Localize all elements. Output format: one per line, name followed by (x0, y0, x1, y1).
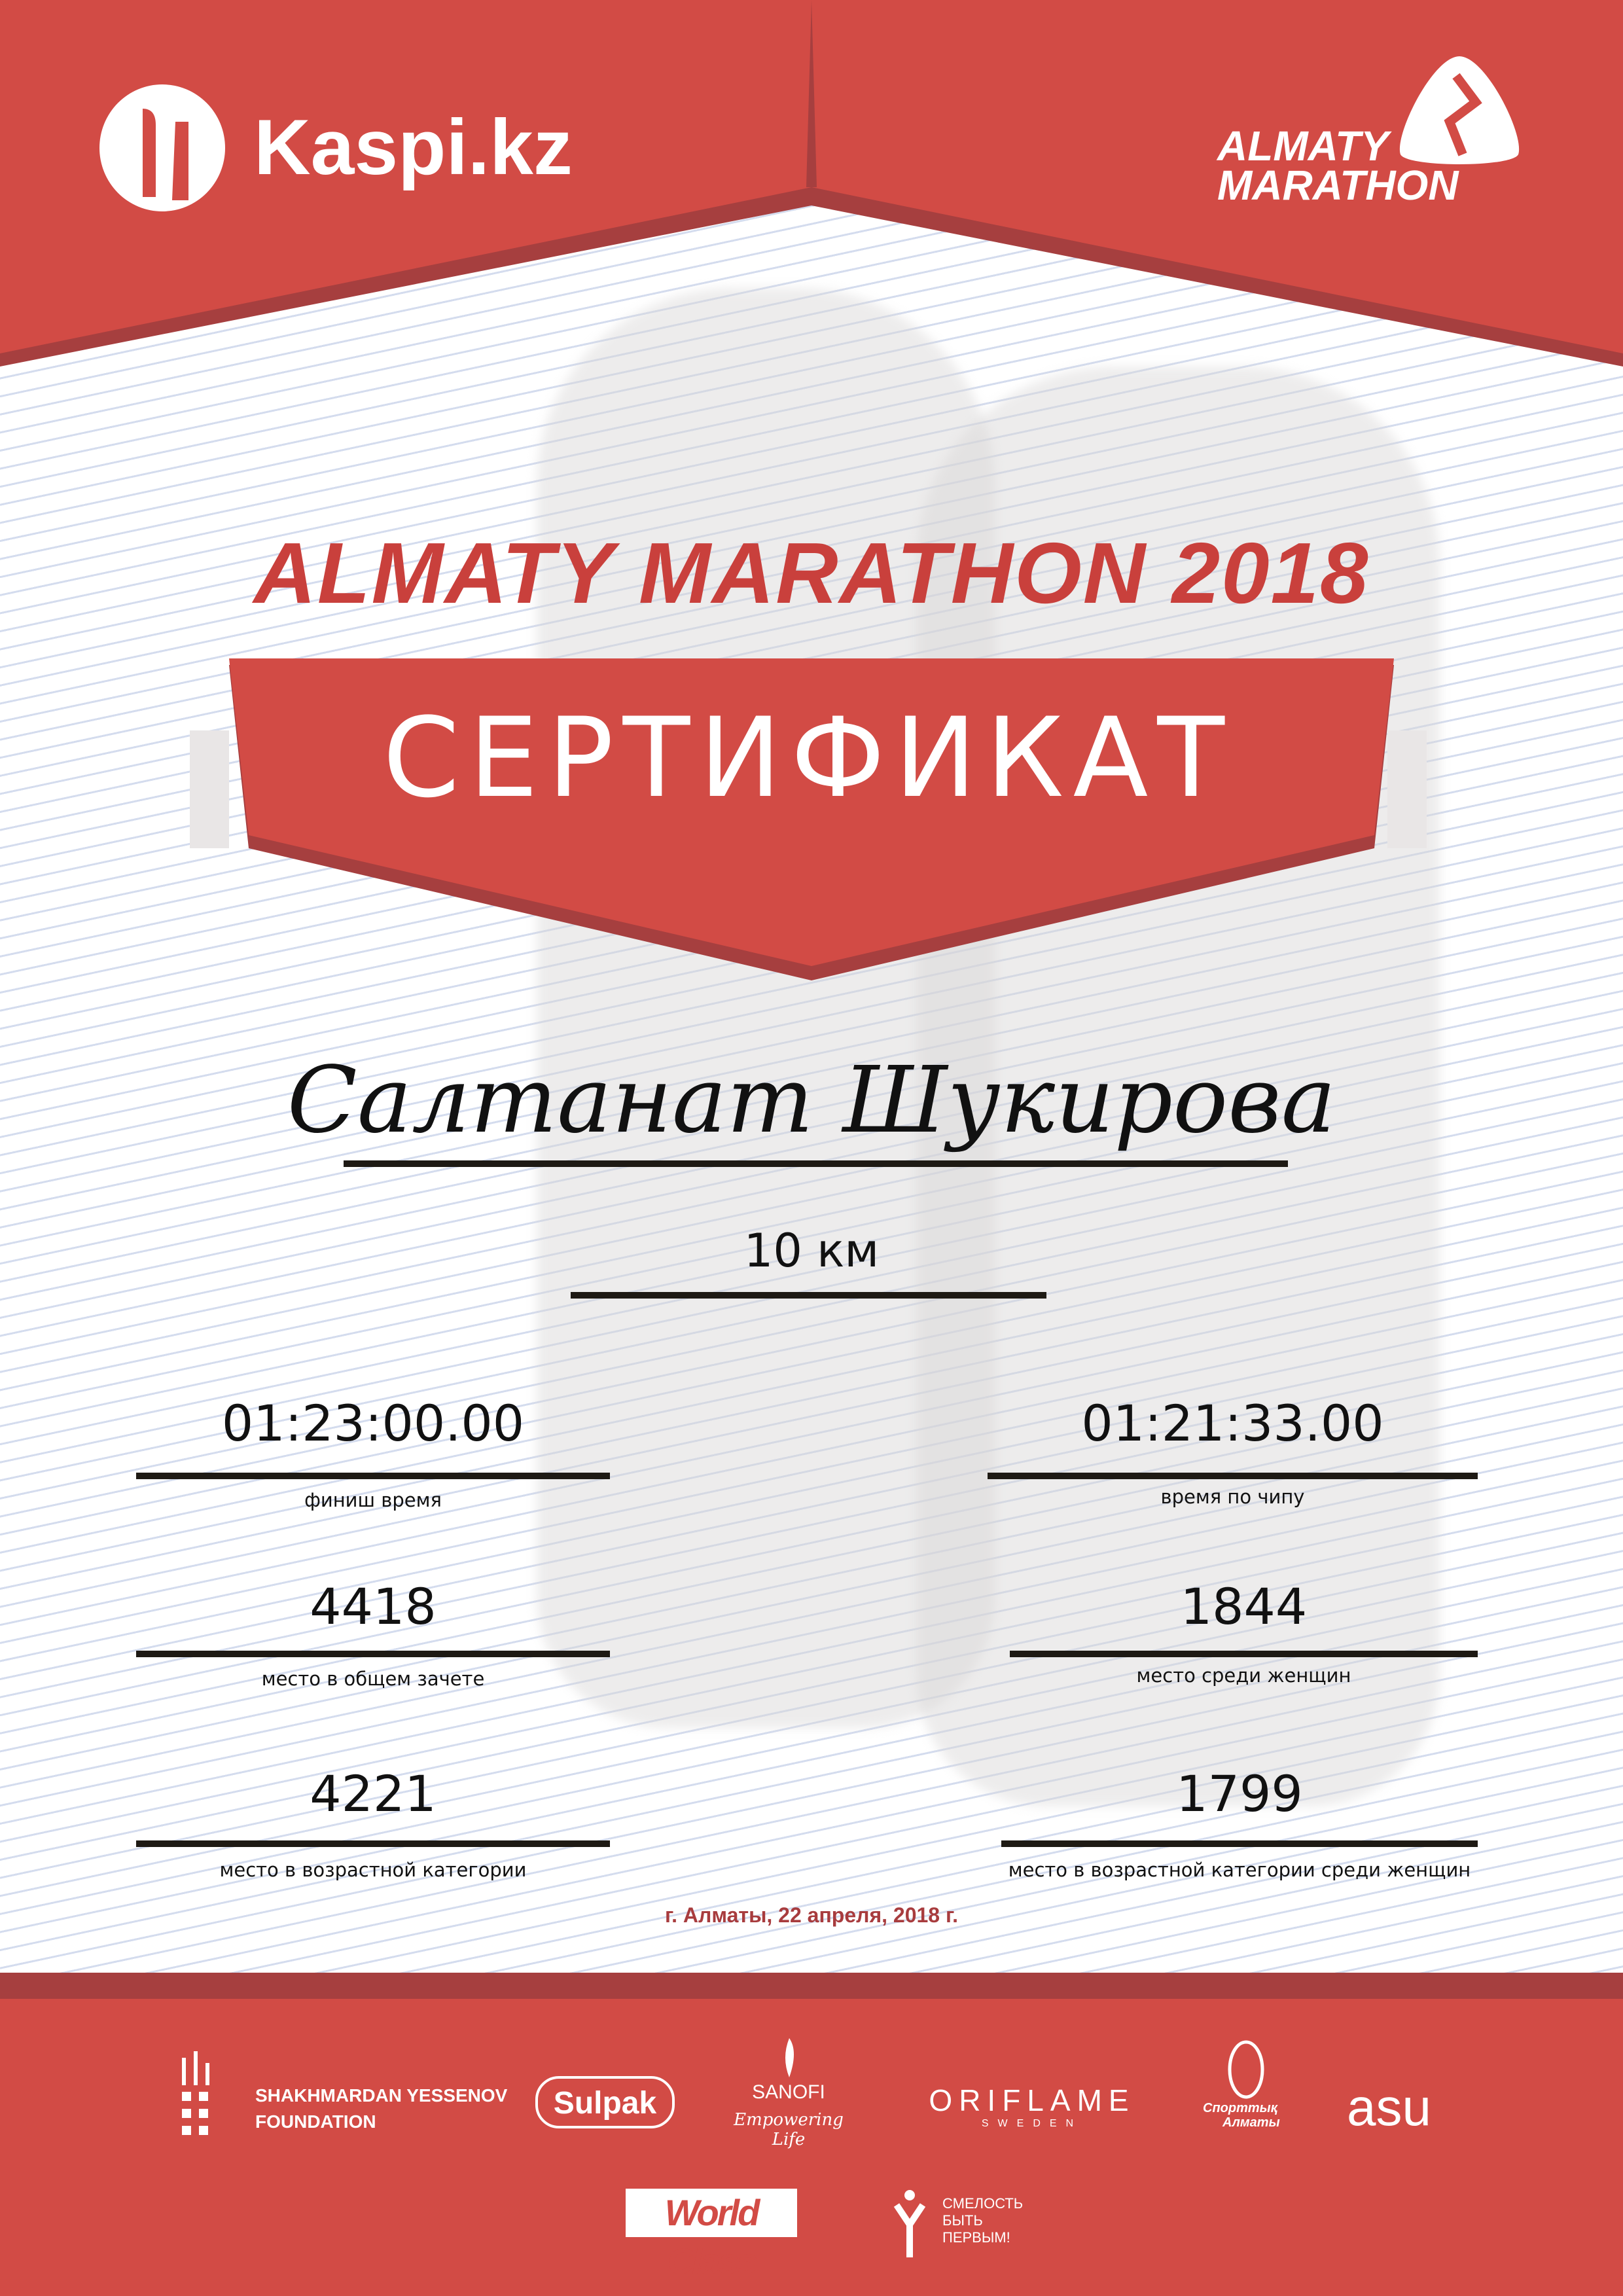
sport-almaty-icon (1228, 2040, 1264, 2099)
sulpak-logo: Sulpak (535, 2076, 675, 2128)
overall-place-line (136, 1651, 610, 1657)
name-underline (344, 1160, 1288, 1167)
sport-almaty-line1: Спорттық (1203, 2101, 1277, 2115)
yessenov-icon (182, 2051, 209, 2135)
age-place-label: место в возрастной категории (219, 1859, 527, 1881)
smelost-line1: СМЕЛОСТЬ (942, 2195, 1024, 2212)
chip-time-value: 01:21:33.00 (1081, 1394, 1384, 1452)
smelost-line3: ПЕРВЫМ! (942, 2229, 1010, 2246)
oriflame-sweden: SWEDEN (981, 2118, 1083, 2129)
runner-icon (1399, 56, 1520, 164)
worldclass-text: World Class (664, 2192, 760, 2282)
age-women-place-value: 1799 (1176, 1765, 1303, 1823)
logo-marathon: MARATHON (1217, 162, 1459, 209)
almaty-marathon-logo: ALMATY MARATHON (1217, 56, 1531, 213)
sanofi-text: SANOFI (752, 2081, 825, 2103)
participant-name: Салтанат Шукирова (287, 1047, 1336, 1154)
finish-time-line (136, 1473, 610, 1479)
finish-time-value: 01:23:00.00 (221, 1394, 525, 1452)
kaspi-icon (99, 84, 225, 211)
women-place-label: место среди женщин (1136, 1664, 1351, 1687)
footer: SHAKHMARDAN YESSENOV FOUNDATION Sulpak S… (0, 1973, 1623, 2296)
age-women-place-label: место в возрастной категории среди женщи… (1008, 1859, 1471, 1881)
yessenov-line1: SHAKHMARDAN YESSENOV (255, 2085, 508, 2106)
smelost-icon (893, 2190, 926, 2257)
women-place-line (1010, 1651, 1478, 1657)
event-date-place: г. Алматы, 22 апреля, 2018 г. (665, 1903, 958, 1927)
overall-place-value: 4418 (310, 1577, 437, 1636)
smelost-line2: БЫТЬ (942, 2212, 983, 2229)
oriflame-logo: ORIFLAME SWEDEN (924, 2083, 1140, 2135)
sanofi-tagline: Empowering Life (734, 2110, 844, 2149)
smelost-logo: СМЕЛОСТЬ БЫТЬ ПЕРВЫМ! (870, 2169, 1027, 2261)
kaspi-logo-text: Kaspi.kz (254, 103, 573, 191)
yessenov-line2: FOUNDATION (255, 2111, 376, 2132)
women-place-value: 1844 (1180, 1577, 1308, 1636)
asu-logo: asu (1347, 2078, 1431, 2136)
sport-almaty-logo: Спорттық Алматы (1203, 2038, 1294, 2136)
runner-photo-man (537, 288, 995, 1728)
sanofi-logo: SANOFI Empowering Life (726, 2038, 851, 2149)
logo-almaty: ALMATY (1217, 122, 1389, 170)
distance-underline (571, 1292, 1046, 1299)
chip-time-label: время по чипу (1160, 1486, 1305, 1508)
certificate-heading: СЕРТИФИКАТ (382, 694, 1234, 822)
age-place-value: 4221 (310, 1765, 437, 1823)
sanofi-icon (785, 2038, 794, 2077)
sport-almaty-line2: Алматы (1222, 2115, 1280, 2130)
footer-band (0, 1973, 1623, 1999)
event-title: ALMATY MARATHON 2018 (253, 525, 1370, 621)
age-women-place-line (1001, 1840, 1478, 1847)
chip-time-line (988, 1473, 1478, 1479)
distance: 10 км (743, 1224, 880, 1278)
runner-photo-woman (916, 367, 1440, 1806)
yessenov-logo: SHAKHMARDAN YESSENOV FOUNDATION (182, 2051, 507, 2139)
certificate-banner (190, 658, 1427, 980)
oriflame-text: ORIFLAME (929, 2083, 1135, 2117)
sulpak-text: Sulpak (553, 2086, 657, 2121)
worldclass-logo: World Class (626, 2189, 797, 2282)
age-place-line (136, 1840, 610, 1847)
overall-place-label: место в общем зачете (261, 1668, 485, 1690)
finish-time-label: финиш время (304, 1489, 442, 1511)
